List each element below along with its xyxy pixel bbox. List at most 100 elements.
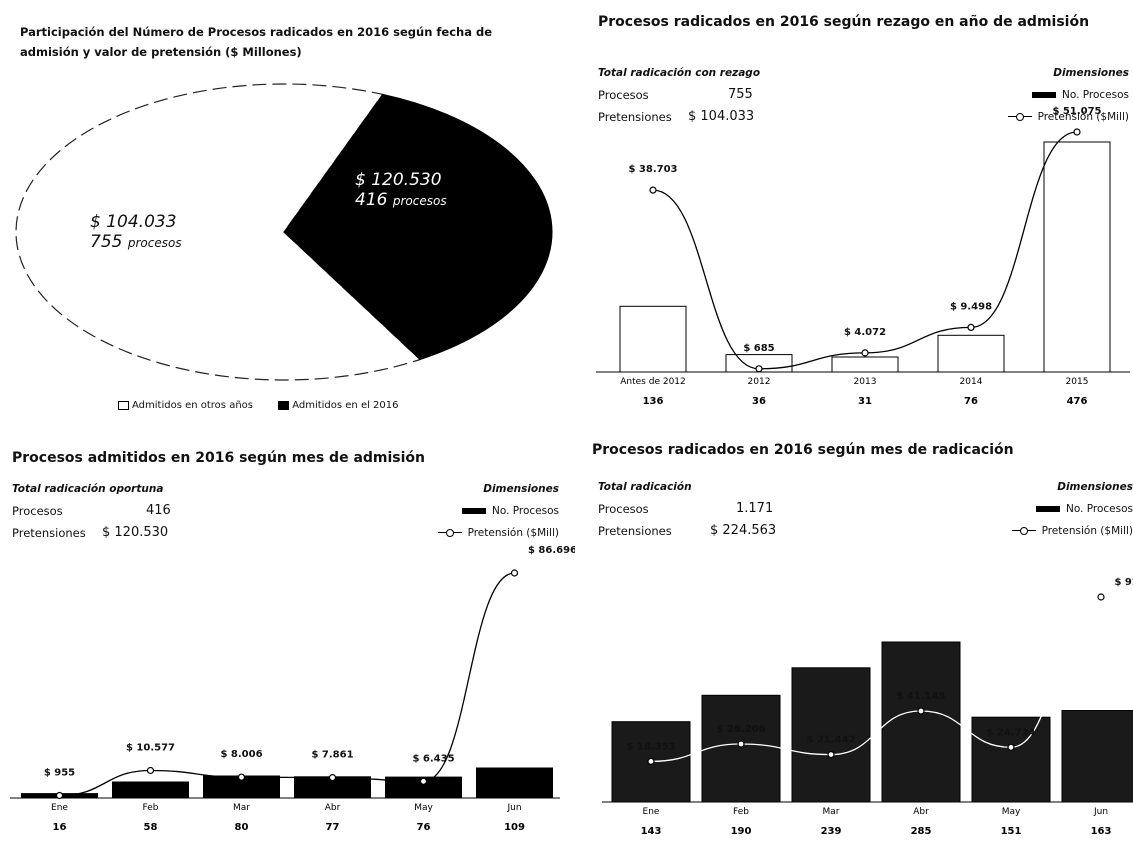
radicacion-procesos-label: Procesos <box>598 502 649 516</box>
admision-chart-title: Procesos admitidos en 2016 según mes de … <box>12 450 426 466</box>
pretension-point <box>510 569 519 577</box>
admision-legend-heading: Dimensiones <box>483 483 559 495</box>
rezago-legend: Dimensiones No. Procesos Pretensión ($Mi… <box>939 62 1129 128</box>
bar-count-label: 151 <box>1001 826 1022 837</box>
bar-count-label: 16 <box>53 822 67 833</box>
pie-chart-title: Participación del Número de Procesos rad… <box>20 25 493 59</box>
pretension-point <box>237 773 246 781</box>
rezago-legend-heading: Dimensiones <box>1053 67 1129 79</box>
bar-Antes de 2012 <box>619 305 687 373</box>
radicacion-panel: Procesos radicados en 2016 según mes de … <box>580 432 1133 846</box>
pretension-point <box>328 774 337 782</box>
x-tick-label: 2012 <box>748 377 771 387</box>
pie-amount-2016: $ 120.530 <box>355 170 442 190</box>
pie-chart <box>15 83 553 381</box>
pie-panel: Participación del Número de Procesos rad… <box>0 0 575 430</box>
x-tick-label: Ene <box>51 803 68 813</box>
radicacion-legend-bars: No. Procesos <box>1065 503 1133 515</box>
x-tick-label: 2013 <box>854 377 877 387</box>
legend-label-2016: Admitidos en el 2016 <box>292 400 399 411</box>
pretension-point <box>917 707 925 715</box>
bar-count-label: 476 <box>1067 396 1088 407</box>
rezago-chart: Antes de 2012 136 2012 36 2013 31 2014 76 2015 47… <box>596 106 1130 407</box>
radicacion-procesos-value: 1.171 <box>736 501 774 516</box>
rezago-panel: Procesos radicados en 2016 según rezago … <box>580 0 1133 430</box>
pretension-label: $ 7.861 <box>311 750 353 761</box>
radicacion-legend-line: Pretensión ($Mill) <box>1041 525 1133 537</box>
pie-slice-2016 <box>283 93 553 361</box>
pretension-point <box>55 791 64 800</box>
pretension-point <box>861 349 869 357</box>
rezago-procesos-value: 755 <box>728 87 753 102</box>
pretension-point <box>967 323 975 331</box>
admision-pretensiones-label: Pretensiones <box>12 526 86 540</box>
bar-Abr <box>881 641 961 803</box>
pie-count-2016: 416 <box>355 190 388 210</box>
pretension-label: $ 4.072 <box>844 327 886 338</box>
legend-line-swatch <box>1007 112 1032 122</box>
admision-summary-heading: Total radicación oportuna <box>12 483 164 495</box>
radicacion-chart: Ene 143 Feb 190 Mar 239 Abr 285 May 151 Jun 163 $ 18… <box>602 577 1133 837</box>
pie-slice-otros-anos <box>15 83 422 381</box>
pie-unit-2016: procesos <box>392 194 447 208</box>
radicacion-summary-heading: Total radicación <box>598 481 692 493</box>
bar-Feb <box>112 781 189 799</box>
x-tick-label: Ene <box>643 807 660 817</box>
bar-count-label: 76 <box>964 396 978 407</box>
admision-procesos-value: 416 <box>146 503 171 518</box>
legend-bar-swatch <box>1031 92 1056 98</box>
pretension-label: $ 38.703 <box>628 164 677 175</box>
pretension-point <box>647 757 655 765</box>
pretension-label: $ 21.442 <box>806 735 855 746</box>
bar-May <box>971 716 1051 803</box>
pretension-label: $ 10.577 <box>126 743 175 754</box>
x-tick-label: Jun <box>506 803 521 813</box>
radicacion-chart-title: Procesos radicados en 2016 según mes de … <box>592 442 1014 458</box>
rezago-legend-line: Pretensión ($Mill) <box>1037 111 1129 123</box>
x-tick-label: Antes de 2012 <box>620 377 686 387</box>
pie-count-otros-anos: 755 <box>90 232 123 252</box>
pie-unit-otros-anos: procesos <box>127 236 182 250</box>
x-tick-label: Mar <box>823 807 840 817</box>
bar-Feb <box>701 694 781 803</box>
pie-legend: Admitidos en otros años Admitidos en el … <box>118 400 399 411</box>
pretension-label: $ 8.006 <box>220 749 262 760</box>
pretension-label: $ 955 <box>44 768 75 779</box>
legend-bar-swatch <box>461 508 486 514</box>
pretension-point <box>1007 743 1015 751</box>
rezago-chart-title: Procesos radicados en 2016 según rezago … <box>598 14 1090 30</box>
pretension-line <box>59 572 515 797</box>
bar-count-label: 285 <box>911 826 932 837</box>
x-tick-label: May <box>414 803 433 813</box>
bar-count-label: 76 <box>417 822 431 833</box>
pretension-label: $ 51.075 <box>1052 106 1101 117</box>
bar-count-label: 31 <box>858 396 872 407</box>
x-tick-label: May <box>1002 807 1021 817</box>
rezago-summary: Total radicación con rezago Procesos 755 … <box>598 62 818 128</box>
pretension-point <box>737 740 745 748</box>
pie-label-otros-anos: $ 104.033 755 procesos <box>90 212 182 253</box>
admision-legend: Dimensiones No. Procesos Pretensión ($Mi… <box>369 478 559 544</box>
bar-May <box>385 776 462 799</box>
admision-procesos-label: Procesos <box>12 504 63 518</box>
x-tick-label: Feb <box>733 807 749 817</box>
pretension-point <box>1097 593 1105 601</box>
legend-label-otros-anos: Admitidos en otros años <box>132 400 253 411</box>
legend-line-swatch <box>437 528 462 538</box>
rezago-pretensiones-value: $ 104.033 <box>688 109 755 124</box>
pretension-label: $ 41.145 <box>896 691 945 702</box>
admision-pretensiones-value: $ 120.530 <box>102 525 169 540</box>
radicacion-pretensiones-label: Pretensiones <box>598 524 672 538</box>
pretension-label: $ 24.734 <box>986 727 1035 738</box>
bar-count-label: 77 <box>326 822 340 833</box>
admision-legend-bars: No. Procesos <box>491 505 559 517</box>
bar-Mar <box>791 667 871 803</box>
radicacion-summary: Total radicación Procesos 1.171 Pretensio… <box>598 476 818 542</box>
bar-count-label: 163 <box>1091 826 1112 837</box>
bar-2013 <box>831 356 899 373</box>
x-tick-label: Abr <box>913 807 929 817</box>
bar-count-label: 109 <box>504 822 525 833</box>
rezago-procesos-label: Procesos <box>598 88 649 102</box>
pretension-point <box>419 777 428 785</box>
x-tick-label: Mar <box>233 803 250 813</box>
